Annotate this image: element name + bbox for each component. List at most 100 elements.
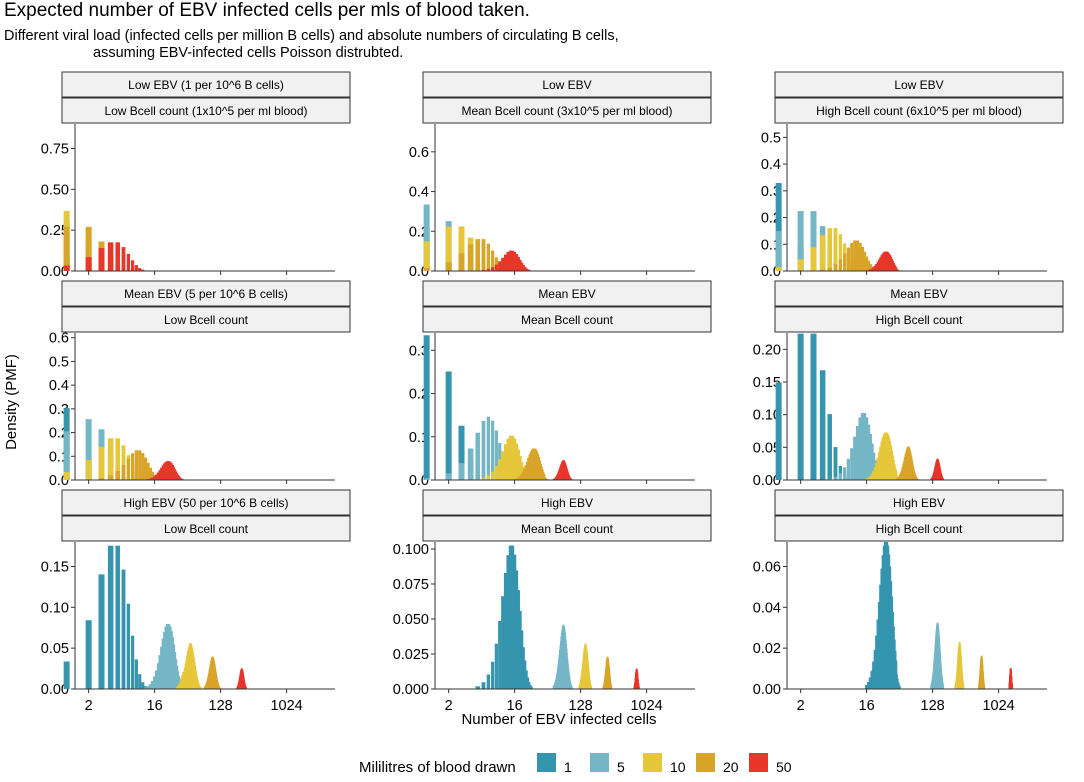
pmf-bar-10ml [510,435,515,480]
facet-strip-ebv-label: Low EBV [894,78,943,92]
pmf-bar-10ml [868,476,872,480]
pmf-bar-10ml [895,473,898,480]
y-tick-label: 0.4 [409,185,429,201]
pmf-bar-20ml [134,450,138,480]
pmf-bar-10ml [827,228,832,271]
facet-strip-bcell [422,306,712,333]
pmf-bar-50ml [107,242,114,271]
pmf-bar-20ml [543,475,546,480]
facet-strip-ebv [774,489,1064,516]
facet-strip-ebv-label: Low EBV [542,78,591,92]
pmf-bar-50ml [156,472,160,480]
pmf-bar-1ml [797,333,804,480]
pmf-bar-1ml [827,414,832,480]
pmf-bar-5ml [571,686,573,689]
y-tick-label: 0.05 [753,440,781,456]
pmf-bar-50ml [895,268,898,271]
pmf-bar-50ml [868,269,872,271]
x-tick-label: 2 [445,698,453,714]
y-tick-label: 0.15 [41,560,69,576]
pmf-bar-50ml [510,250,515,271]
y-tick-label: 0.50 [41,182,69,198]
pmf-bar-50ml [498,261,502,271]
pmf-bar-10ml [200,687,202,689]
facet-strip-bcell-label: High Bcell count (6x10^5 per ml blood) [816,104,1022,118]
pmf-bar-5ml [156,663,160,689]
pmf-bar-20ml [85,226,92,271]
pmf-bar-1ml [486,674,491,689]
pmf-bar-5ml [853,436,857,480]
pmf-bar-50ml [942,478,945,480]
pmf-bar-50ml [503,254,508,271]
pmf-bar-50ml [501,257,505,271]
pmf-bar-20ml [843,253,847,271]
y-tick-label: 0.5 [49,354,69,370]
pmf-bar-20ml [902,462,905,480]
pmf-bar-5ml [458,463,465,480]
pmf-bar-1ml [518,610,522,689]
pmf-bar-20ml [516,477,520,480]
pmf-bar-10ml [894,470,898,480]
y-tick-label: 0.050 [393,612,429,628]
pmf-bar-5ml [423,204,430,271]
legend-swatch-1ml [537,753,556,772]
pmf-bar-20ml [898,475,901,480]
pmf-bar-1ml [870,670,874,689]
y-tick-label: 0.04 [753,600,781,616]
pmf-bar-50ml [141,269,145,271]
pmf-bar-1ml [494,643,498,689]
pmf-bar-20ml [901,467,903,480]
pmf-bar-20ml [544,476,546,480]
y-tick-label: 0.6 [409,145,429,161]
facet-strip-bcell-label: High Bcell count [876,313,963,327]
pmf-bar-5ml [143,687,148,689]
pmf-bar-20ml [853,240,857,271]
x-tick-label: 1024 [270,698,302,714]
pmf-bar-1ml [131,635,135,689]
pmf-bar-1ml [141,682,145,689]
chart-title: Expected number of EBV infected cells pe… [4,0,530,21]
x-tick-label: 2 [85,698,93,714]
pmf-bar-20ml [518,476,522,480]
pmf-bar-10ml [506,438,510,480]
pmf-bar-10ml [819,235,826,271]
pmf-bar-20ml [121,465,126,480]
pmf-bar-1ml [898,681,900,689]
pmf-bar-50ml [121,247,126,271]
pmf-bar-10ml [186,655,188,689]
pmf-bar-50ml [897,269,899,271]
y-tick-label: 0.25 [41,223,69,239]
pmf-bar-50ml [870,268,874,271]
facet-strip-ebv [422,71,712,98]
pmf-bar-5ml [445,473,452,480]
pmf-bar-10ml [85,460,92,480]
pmf-bar-1ml [138,674,142,689]
pmf-bar-50ml [154,474,159,480]
pmf-bar-10ml [865,478,869,480]
pmf-bar-50ml [506,252,510,271]
pmf-bar-1ml [98,574,105,689]
pmf-bar-20ml [467,244,474,271]
pmf-bar-10ml [516,449,520,480]
pmf-bar-10ml [63,472,70,480]
pmf-bar-10ml [182,671,186,689]
pmf-bar-50ml [518,259,522,271]
pmf-bar-5ml [870,443,874,480]
pmf-bar-5ml [865,417,869,480]
pmf-bar-5ml [827,478,832,480]
pmf-bar-5ml [146,686,150,689]
pmf-bar-50ml [245,687,247,689]
pmf-bar-20ml [899,473,901,480]
pmf-bar-5ml [797,211,804,271]
pmf-bar-20ml [833,264,838,271]
pmf-bar-10ml [188,643,191,689]
x-axis-title: Number of EBV infected cells [461,711,656,728]
pmf-bar-1ml [865,685,869,689]
chart-subtitle-line-1: Different viral load (infected cells per… [4,28,619,44]
x-tick-label: 128 [569,698,593,714]
pmf-bar-10ml [186,651,189,689]
pmf-bar-50ml [98,248,105,271]
facet-strip-bcell-label: Mean Bcell count [521,313,614,327]
pmf-bar-5ml [481,420,486,480]
pmf-bar-10ml [184,663,186,689]
